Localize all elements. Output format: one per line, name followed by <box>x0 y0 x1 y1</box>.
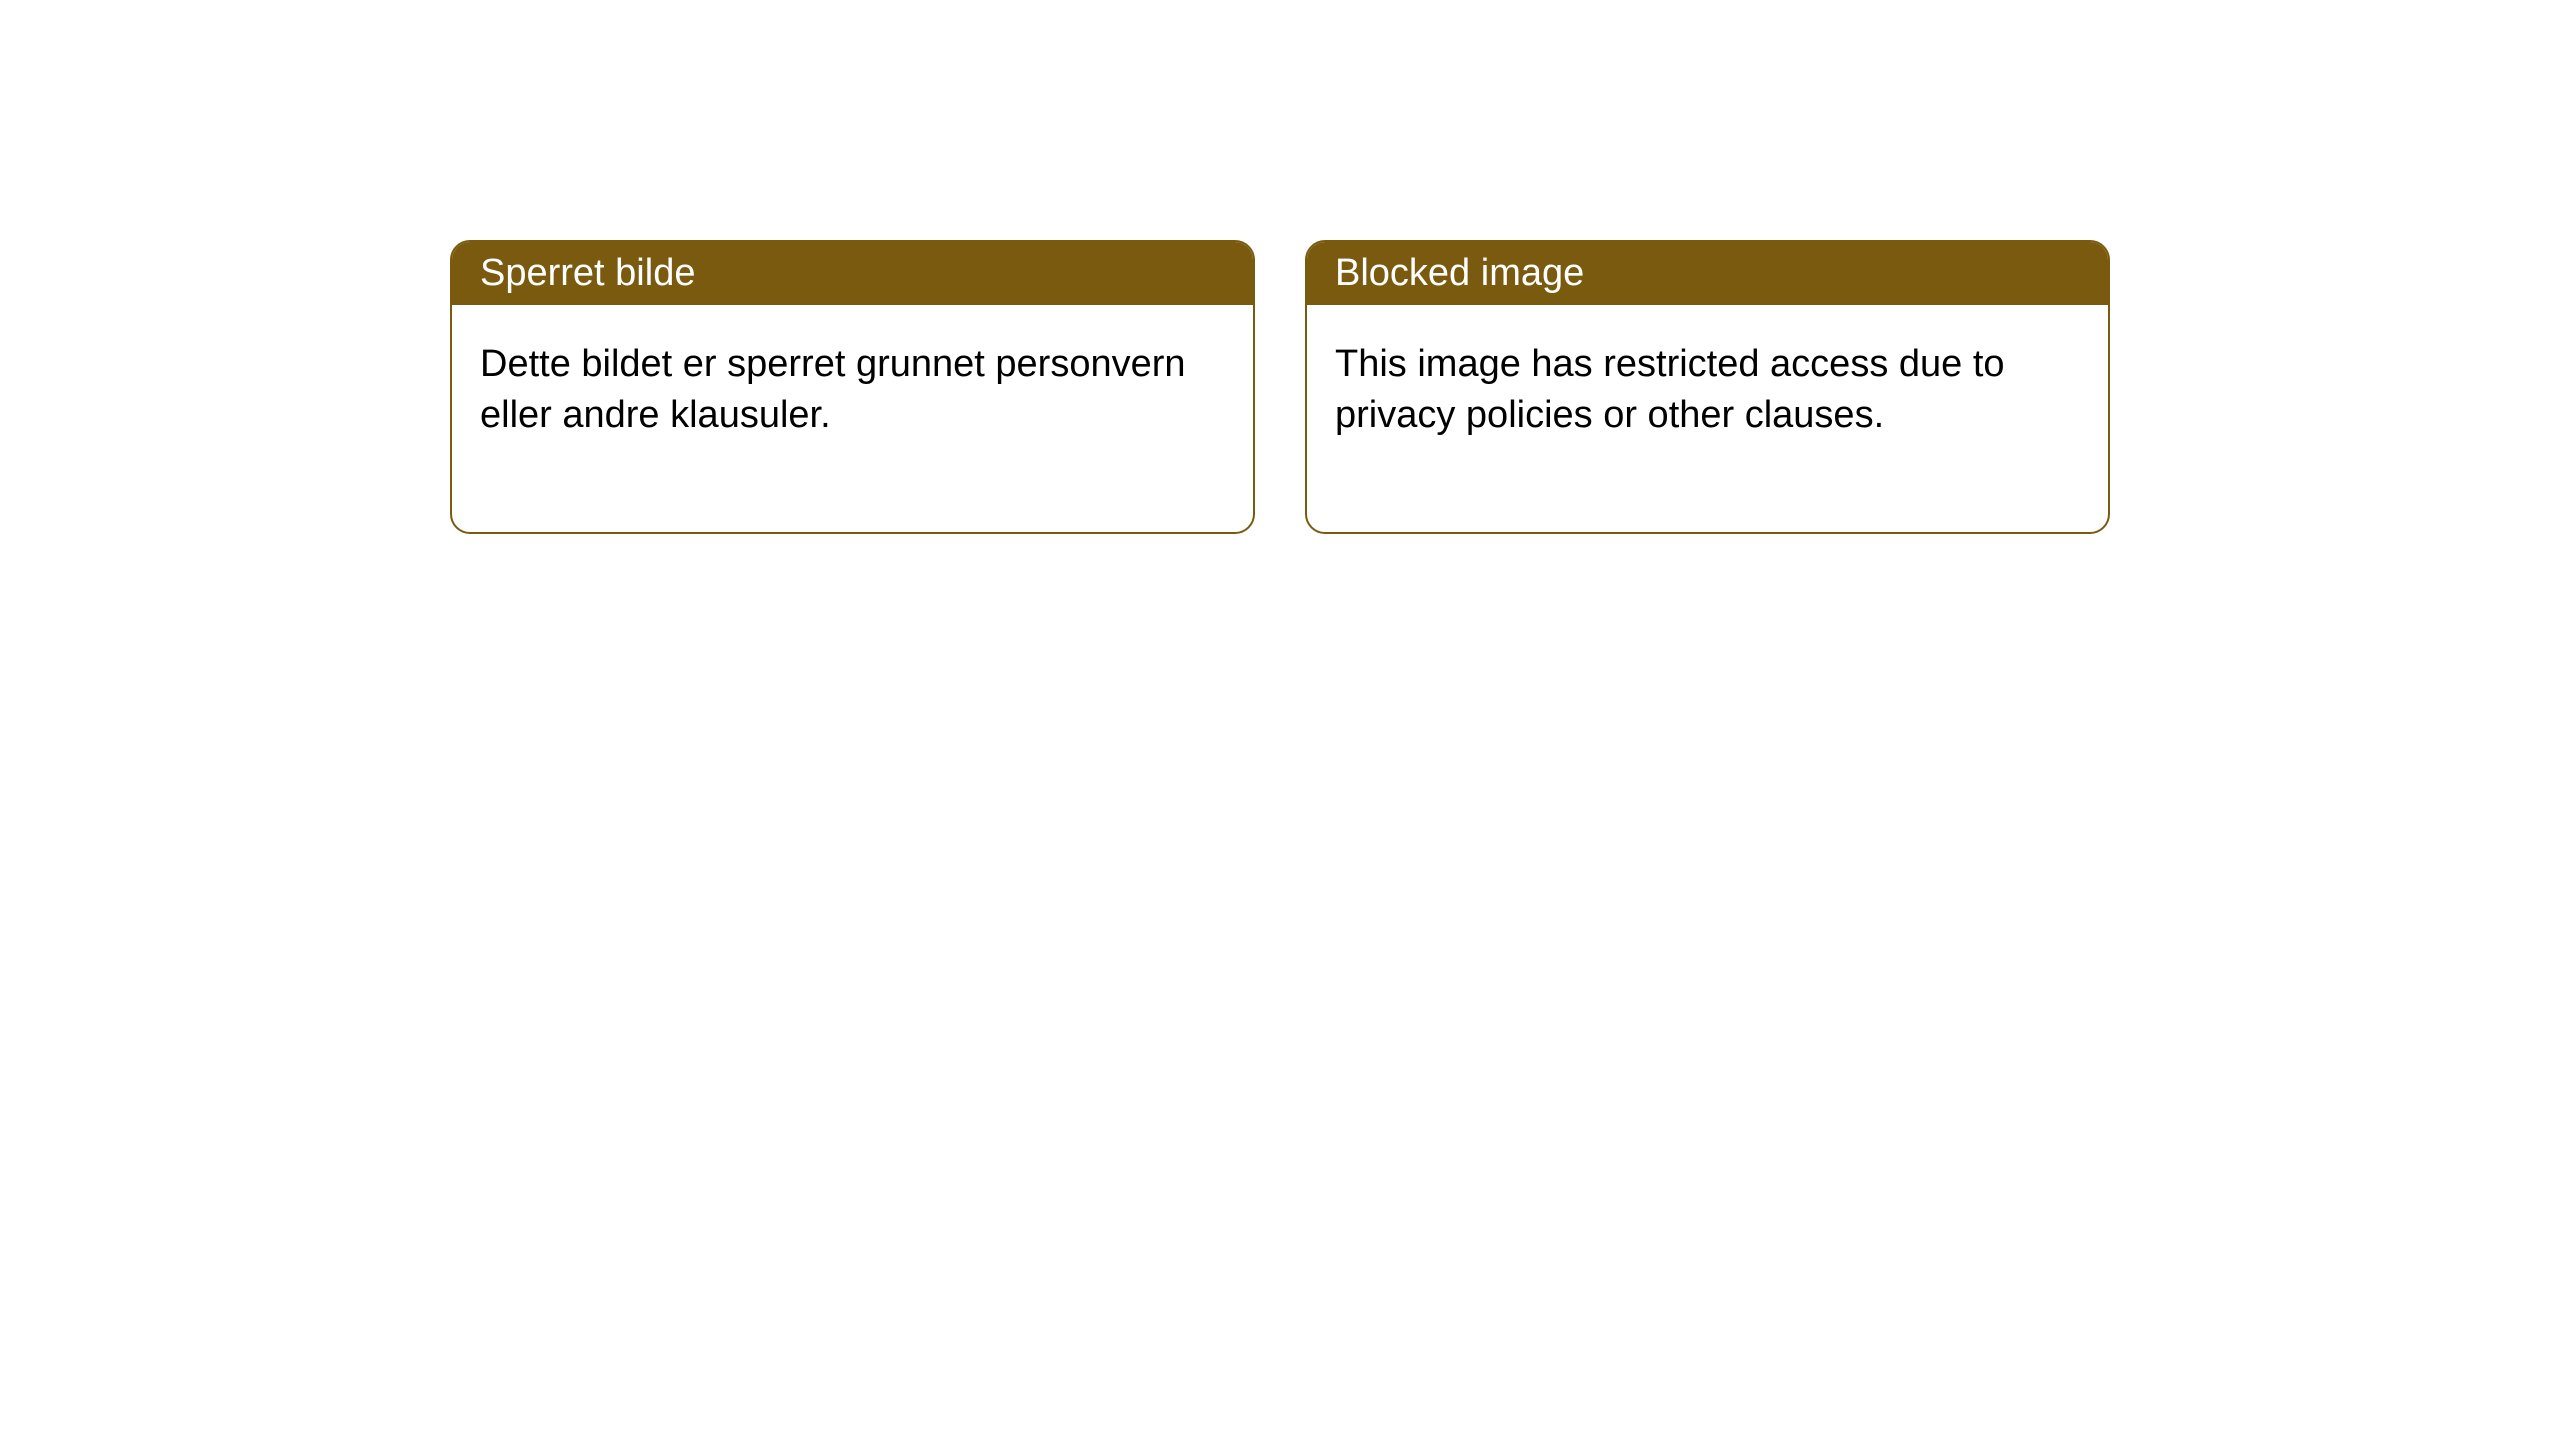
card-body-text: Dette bildet er sperret grunnet personve… <box>452 305 1253 532</box>
card-body-text: This image has restricted access due to … <box>1307 305 2108 532</box>
notice-cards-container: Sperret bilde Dette bildet er sperret gr… <box>0 0 2560 534</box>
card-title: Blocked image <box>1307 242 2108 305</box>
card-title: Sperret bilde <box>452 242 1253 305</box>
notice-card-english: Blocked image This image has restricted … <box>1305 240 2110 534</box>
notice-card-norwegian: Sperret bilde Dette bildet er sperret gr… <box>450 240 1255 534</box>
